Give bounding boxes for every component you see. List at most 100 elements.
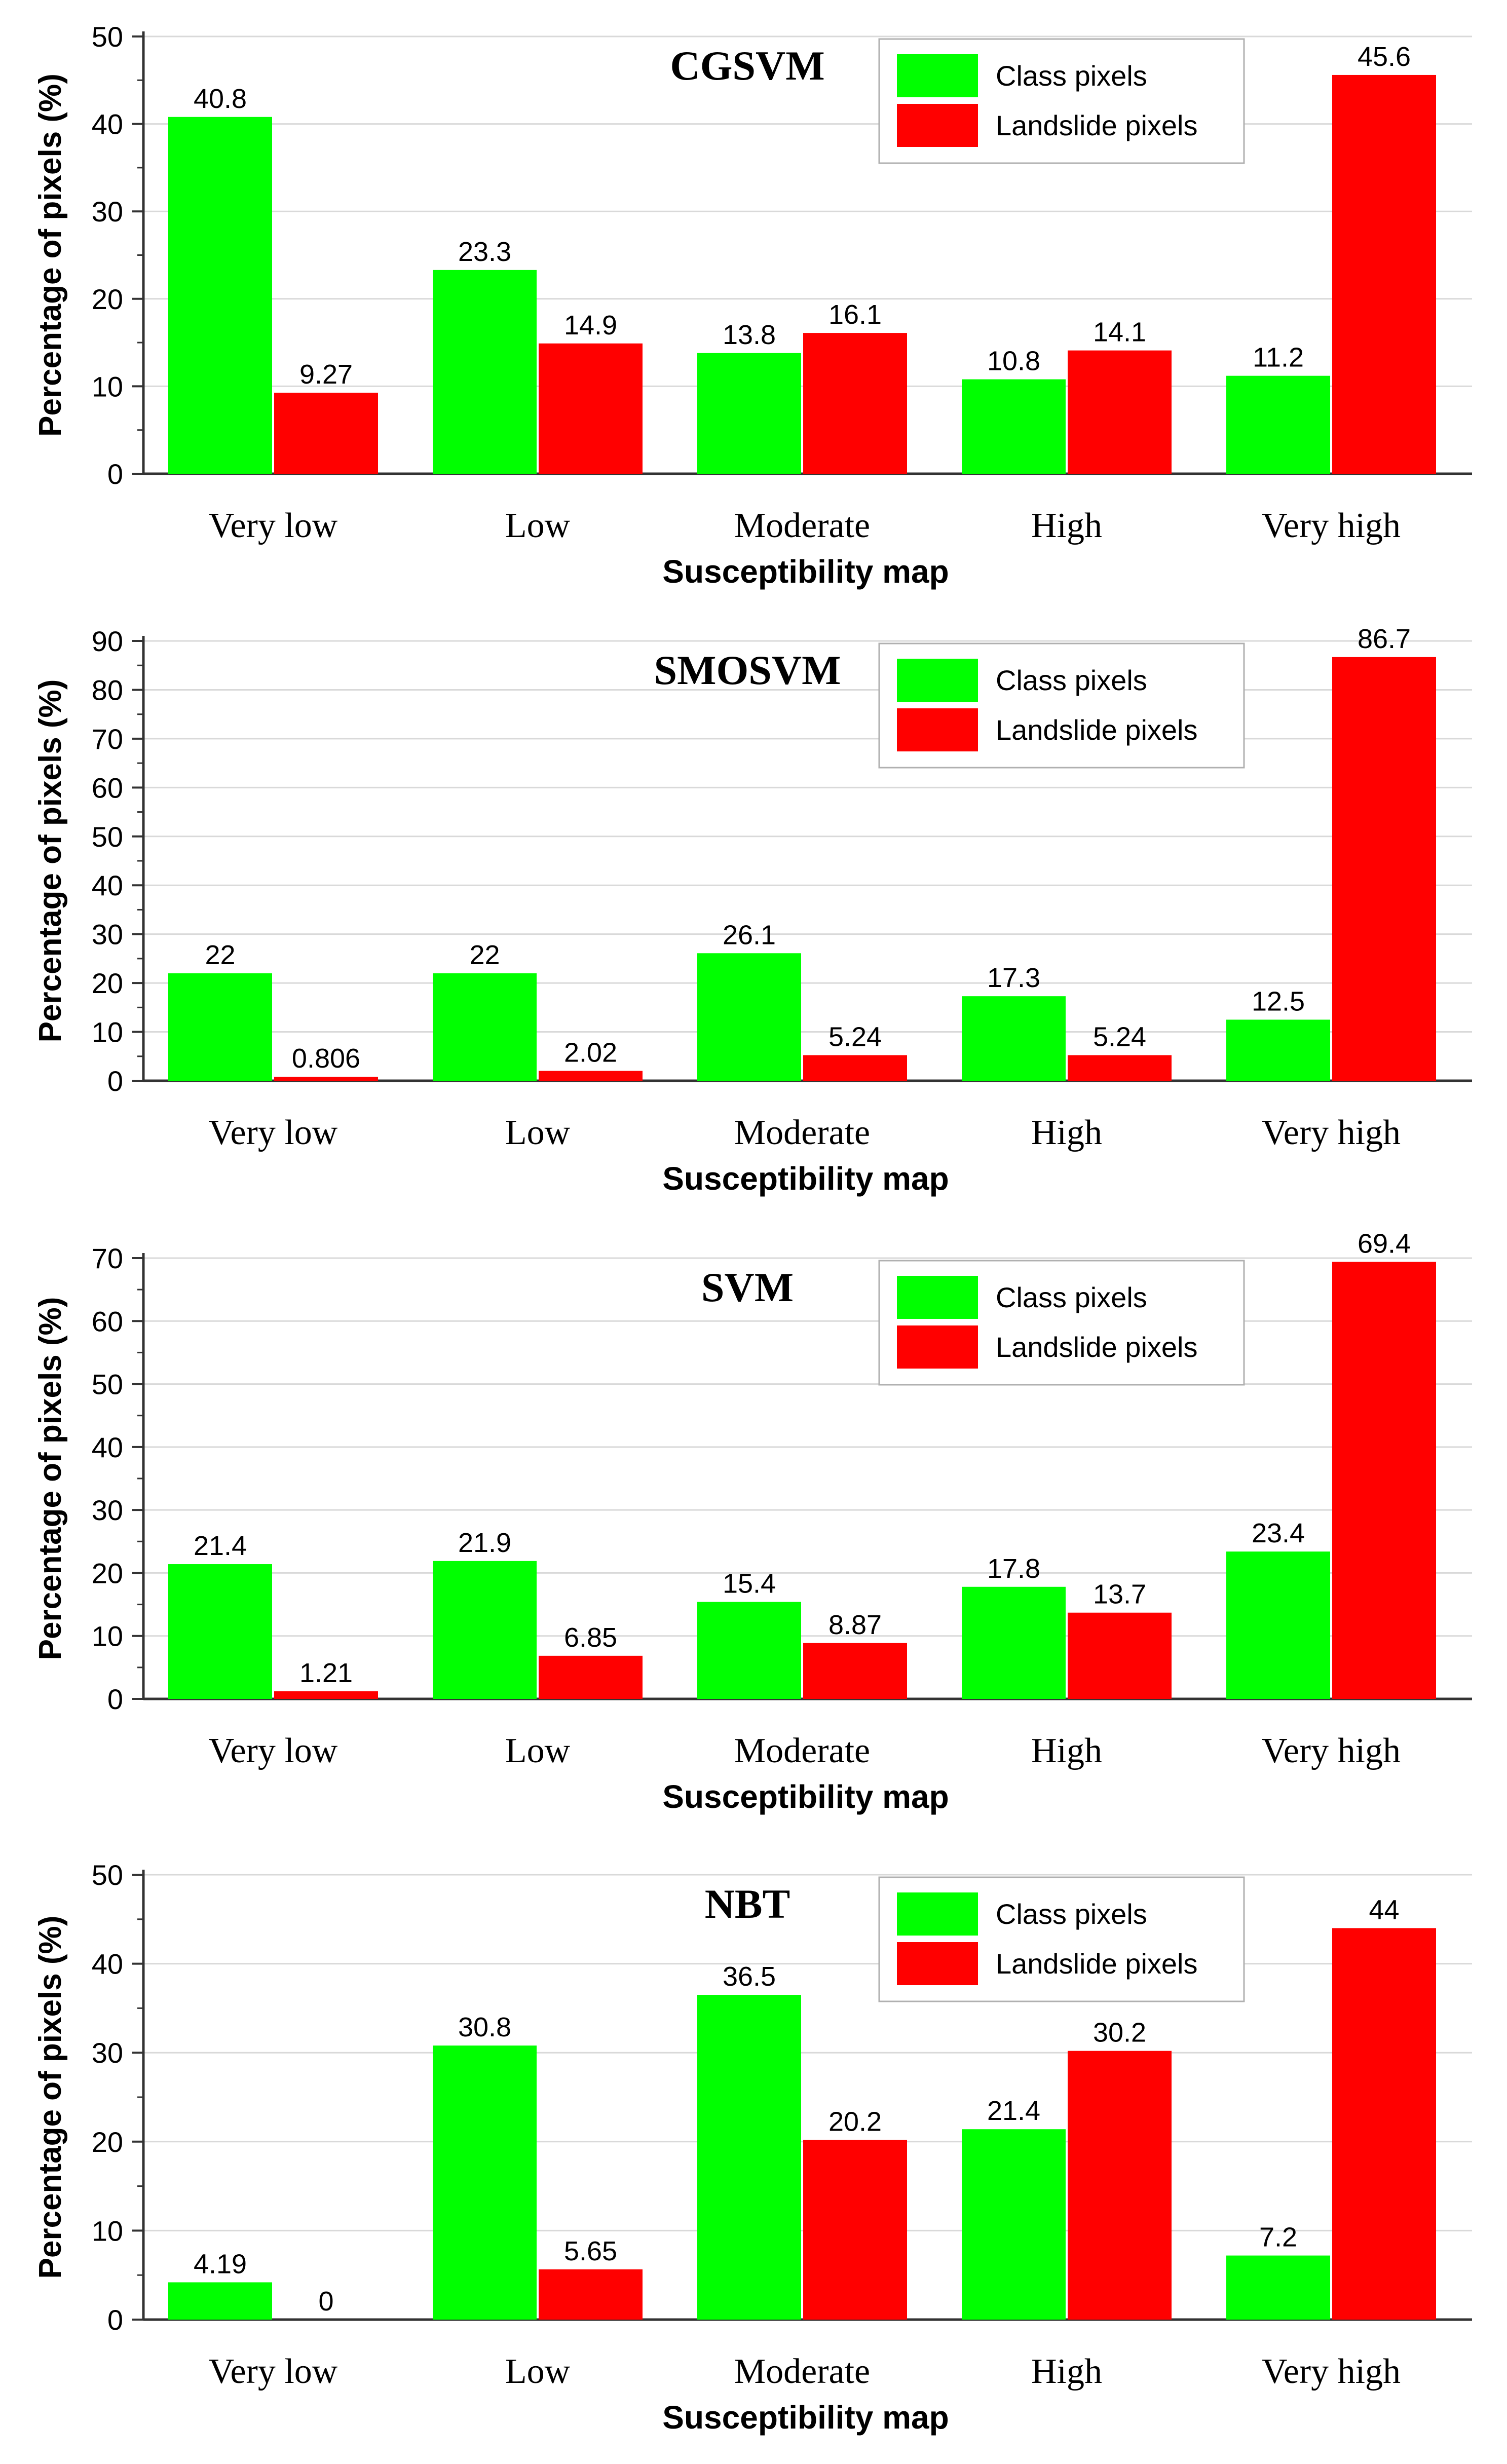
legend-swatch-class (897, 1276, 978, 1319)
bar-landslide-moderate (803, 333, 907, 474)
data-label: 21.4 (194, 1531, 247, 1561)
bar-landslide-very-high (1332, 1262, 1436, 1699)
data-label: 8.87 (828, 1610, 882, 1640)
data-label: 9.27 (299, 359, 353, 390)
data-label: 14.1 (1093, 317, 1146, 348)
y-tick-label: 70 (92, 1242, 123, 1274)
data-label: 13.8 (723, 320, 776, 350)
y-tick-label: 30 (92, 2037, 123, 2069)
data-label: 23.4 (1252, 1518, 1305, 1548)
bar-class-low (433, 270, 537, 474)
bar-class-moderate (697, 353, 801, 474)
legend-swatch-class (897, 54, 978, 97)
y-tick-label: 70 (92, 723, 123, 755)
x-tick-label: Moderate (734, 2352, 870, 2391)
data-label: 21.9 (458, 1528, 511, 1558)
x-axis-title: Susceptibility map (662, 1778, 949, 1815)
legend-swatch-landslide (897, 708, 978, 751)
data-label: 4.19 (194, 2249, 247, 2279)
chart-panel-svm: 0 10 20 30 40 50 60 70 21.4 1.21 Very low 21.9 6.85 L… (33, 1228, 1472, 1815)
x-axis-title: Susceptibility map (662, 2399, 949, 2436)
y-tick-label: 50 (92, 1369, 123, 1400)
legend-label-class: Class pixels (996, 1898, 1147, 1930)
bar-landslide-very-low (274, 392, 378, 474)
bar-landslide-moderate (803, 1643, 907, 1699)
chart-panel-nbt: 0 10 20 30 40 50 4.19 0 Very low 30.8 5.65 Low 36.5 2… (33, 1859, 1472, 2436)
bar-class-very-high (1226, 1551, 1330, 1699)
bar-landslide-low (539, 1071, 643, 1081)
x-tick-label: Very high (1262, 1113, 1401, 1152)
bar-landslide-very-low (274, 1691, 378, 1699)
data-label: 44 (1369, 1894, 1399, 1925)
data-label: 13.7 (1093, 1579, 1146, 1610)
bar-class-high (962, 1586, 1066, 1699)
bar-class-very-high (1226, 2255, 1330, 2320)
x-tick-label: Moderate (734, 1113, 870, 1152)
x-tick-label: Low (505, 506, 571, 545)
data-label: 7.2 (1259, 2222, 1297, 2253)
bar-class-low (433, 2045, 537, 2320)
data-label: 0.806 (292, 1043, 360, 1074)
data-label: 17.8 (987, 1553, 1040, 1584)
bar-landslide-very-high (1332, 657, 1436, 1081)
legend-label-landslide: Landslide pixels (996, 714, 1197, 746)
legend-label-landslide: Landslide pixels (996, 1948, 1197, 1980)
x-tick-label: Moderate (734, 1731, 870, 1770)
y-axis-title: Percentage of pixels (%) (33, 679, 68, 1043)
bar-landslide-moderate (803, 2140, 907, 2320)
x-tick-label: Low (505, 1731, 571, 1770)
y-tick-label: 0 (107, 1065, 123, 1097)
legend-label-class: Class pixels (996, 60, 1147, 92)
bar-class-very-high (1226, 375, 1330, 474)
data-label: 15.4 (723, 1569, 776, 1599)
x-tick-label: Moderate (734, 506, 870, 545)
y-tick-label: 10 (92, 1016, 123, 1048)
y-tick-label: 0 (107, 1683, 123, 1715)
bar-class-very-low (168, 2282, 272, 2320)
bar-class-high (962, 996, 1066, 1081)
y-tick-label: 0 (107, 458, 123, 490)
bar-landslide-low (539, 2269, 643, 2320)
data-label: 12.5 (1252, 986, 1305, 1016)
y-tick-label: 20 (92, 2126, 123, 2158)
data-label: 30.8 (458, 2012, 511, 2042)
bar-class-low (433, 1561, 537, 1699)
data-label: 1.21 (299, 1658, 353, 1688)
data-label: 26.1 (723, 920, 776, 950)
data-label: 45.6 (1358, 42, 1411, 72)
data-label: 10.8 (987, 346, 1040, 376)
y-tick-label: 40 (92, 108, 123, 140)
legend-swatch-landslide (897, 1942, 978, 1985)
y-tick-label: 10 (92, 2215, 123, 2247)
bar-landslide-very-high (1332, 1928, 1436, 2320)
y-tick-label: 20 (92, 967, 123, 999)
data-label: 86.7 (1358, 624, 1411, 654)
y-tick-label: 90 (92, 625, 123, 657)
y-tick-label: 50 (92, 821, 123, 853)
bar-class-very-low (168, 117, 272, 474)
y-tick-label: 10 (92, 1620, 123, 1652)
bar-class-very-low (168, 1564, 272, 1699)
data-label: 14.9 (564, 310, 617, 340)
y-axis-title: Percentage of pixels (%) (33, 73, 68, 437)
x-tick-label: High (1031, 2352, 1102, 2391)
x-tick-label: Low (505, 1113, 571, 1152)
y-tick-label: 30 (92, 196, 123, 228)
y-tick-label: 30 (92, 919, 123, 951)
data-label: 40.8 (194, 84, 247, 114)
data-label: 30.2 (1093, 2018, 1146, 2048)
data-label: 69.4 (1358, 1228, 1411, 1259)
data-label: 22 (469, 940, 500, 970)
x-tick-label: Very high (1262, 2352, 1401, 2391)
x-axis-title: Susceptibility map (662, 553, 949, 590)
chart-title: NBT (705, 1881, 790, 1927)
bar-class-high (962, 379, 1066, 474)
y-tick-label: 80 (92, 674, 123, 706)
legend-swatch-landslide (897, 1325, 978, 1369)
data-label: 2.02 (564, 1038, 617, 1068)
legend-label-class: Class pixels (996, 1281, 1147, 1313)
data-label: 36.5 (723, 1961, 776, 1992)
x-tick-label: Very low (209, 1113, 338, 1152)
data-label: 16.1 (828, 299, 882, 330)
